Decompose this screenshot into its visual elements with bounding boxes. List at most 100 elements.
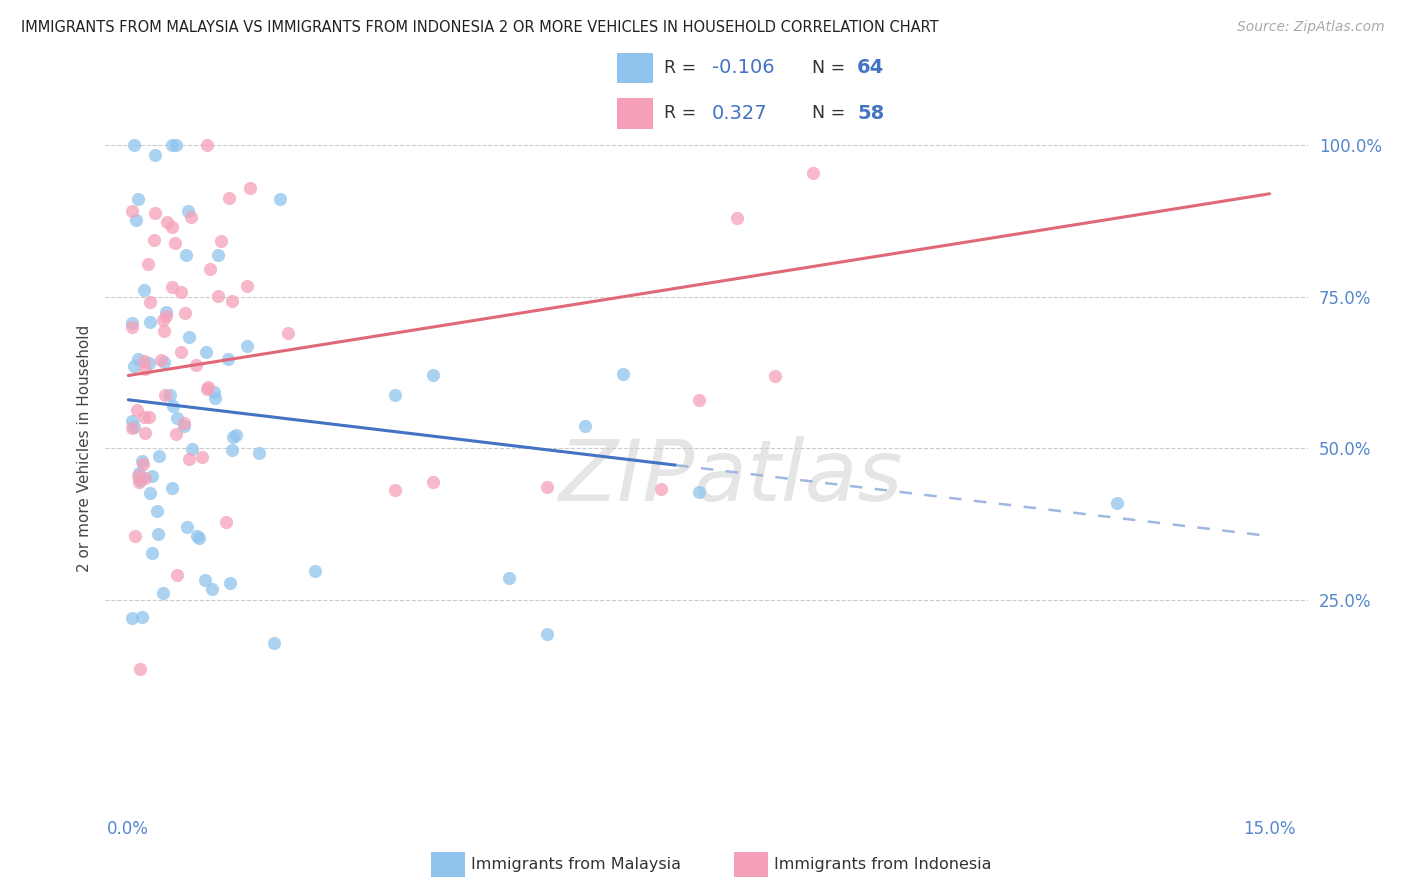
Point: [269, 192, 291, 206]
Point: [134, 426, 156, 441]
Point: [136, 258, 159, 272]
Point: [536, 627, 558, 641]
Point: [165, 426, 187, 441]
Point: [166, 410, 188, 425]
Point: [725, 211, 748, 226]
Point: [173, 416, 195, 430]
Point: [170, 285, 193, 299]
Point: [181, 442, 204, 456]
Point: [263, 636, 285, 650]
Point: [221, 294, 243, 309]
Text: 0.327: 0.327: [711, 103, 768, 123]
Point: [152, 355, 174, 369]
Point: [198, 262, 221, 277]
Text: 64: 64: [858, 59, 884, 78]
Point: [138, 294, 160, 309]
Point: [132, 283, 155, 297]
Point: [124, 213, 146, 227]
Point: [160, 280, 183, 294]
Text: Immigrants from Indonesia: Immigrants from Indonesia: [775, 857, 991, 871]
Point: [219, 575, 242, 590]
Point: [176, 520, 198, 534]
Point: [146, 526, 169, 541]
Point: [197, 380, 219, 394]
Point: [195, 382, 218, 396]
Point: [121, 204, 143, 219]
Point: [155, 310, 177, 324]
Point: [121, 316, 143, 330]
Text: R =: R =: [664, 59, 696, 77]
Point: [179, 330, 201, 344]
Point: [134, 410, 156, 425]
Point: [612, 368, 634, 382]
Point: [143, 206, 166, 220]
Bar: [734, 852, 768, 878]
Point: [235, 339, 257, 353]
Point: [207, 289, 229, 303]
Point: [163, 235, 186, 250]
Point: [155, 304, 177, 318]
Text: Source: ZipAtlas.com: Source: ZipAtlas.com: [1237, 20, 1385, 34]
Point: [225, 428, 247, 442]
Point: [122, 420, 145, 434]
Point: [160, 219, 183, 234]
Point: [159, 388, 181, 402]
Point: [194, 573, 217, 587]
Point: [201, 582, 224, 596]
Text: -0.106: -0.106: [711, 59, 775, 78]
Point: [763, 369, 786, 384]
Point: [128, 475, 150, 490]
Bar: [617, 98, 652, 128]
Point: [122, 138, 145, 153]
Point: [422, 368, 444, 383]
Point: [235, 279, 257, 293]
Point: [177, 452, 200, 467]
Point: [148, 450, 170, 464]
Point: [134, 471, 156, 485]
Point: [239, 180, 262, 194]
Point: [128, 473, 150, 487]
Point: [165, 138, 187, 153]
Point: [166, 568, 188, 582]
Text: N =: N =: [811, 59, 845, 77]
Point: [184, 358, 207, 372]
Point: [215, 515, 238, 529]
Point: [153, 387, 176, 401]
Point: [650, 482, 672, 496]
Bar: [430, 852, 465, 878]
Point: [131, 454, 153, 468]
Point: [191, 450, 214, 464]
Point: [247, 446, 270, 460]
Point: [121, 414, 143, 428]
Point: [422, 475, 444, 489]
Point: [141, 469, 163, 483]
Point: [277, 326, 299, 341]
Text: Immigrants from Malaysia: Immigrants from Malaysia: [471, 857, 681, 871]
Point: [121, 420, 143, 434]
Point: [121, 611, 143, 625]
Point: [153, 324, 176, 338]
Point: [209, 234, 232, 248]
Point: [187, 531, 209, 545]
Point: [384, 388, 406, 402]
Point: [180, 211, 202, 225]
Point: [121, 320, 143, 334]
Point: [207, 248, 229, 262]
Point: [222, 430, 245, 444]
Point: [127, 192, 149, 206]
Point: [127, 469, 149, 483]
Point: [138, 356, 160, 370]
Y-axis label: 2 or more Vehicles in Household: 2 or more Vehicles in Household: [76, 325, 91, 572]
Point: [122, 359, 145, 374]
Text: IMMIGRANTS FROM MALAYSIA VS IMMIGRANTS FROM INDONESIA 2 OR MORE VEHICLES IN HOUS: IMMIGRANTS FROM MALAYSIA VS IMMIGRANTS F…: [21, 20, 939, 35]
Point: [801, 166, 824, 180]
Point: [688, 484, 710, 499]
Point: [174, 305, 197, 319]
Point: [195, 138, 218, 153]
Point: [132, 457, 155, 471]
Point: [304, 564, 326, 578]
Point: [162, 399, 184, 413]
Point: [574, 418, 596, 433]
Text: 58: 58: [858, 103, 884, 123]
Point: [152, 313, 174, 327]
